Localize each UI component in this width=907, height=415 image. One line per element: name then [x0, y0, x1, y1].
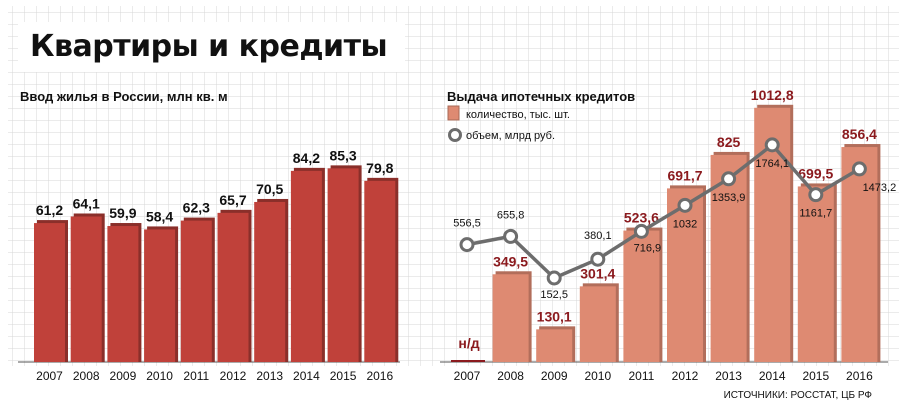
count-value-label: 825 — [717, 134, 741, 150]
housing-bar — [327, 168, 359, 362]
legend-label-volume: объем, млрд руб. — [466, 130, 555, 142]
housing-bar — [34, 223, 65, 362]
volume-point — [677, 197, 693, 213]
x-tick-label: 2011 — [628, 369, 654, 383]
housing-value-label: 58,4 — [146, 208, 173, 224]
housing-value-label: 70,5 — [256, 181, 283, 197]
housing-bar — [70, 216, 102, 362]
volume-value-label: 1764,1 — [755, 158, 789, 170]
volume-value-label: 1473,2 — [863, 182, 897, 194]
housing-bar — [180, 220, 212, 362]
source-note: ИСТОЧНИКИ: РОССТАТ, ЦБ РФ — [724, 390, 873, 401]
count-value-label: 856,4 — [842, 126, 877, 142]
volume-point — [633, 223, 649, 239]
volume-point — [546, 270, 562, 286]
housing-value-label: 62,3 — [183, 200, 210, 216]
volume-value-label: 556,5 — [453, 218, 481, 230]
volume-point — [851, 161, 867, 177]
volume-value-label: 380,1 — [584, 230, 612, 242]
count-value-label: 1012,8 — [751, 87, 794, 103]
volume-point — [764, 137, 780, 153]
x-tick-label: 2014 — [759, 369, 786, 383]
count-bar — [579, 286, 616, 362]
x-tick-label: 2013 — [715, 369, 742, 383]
housing-bar — [107, 226, 139, 362]
x-tick-label: 2010 — [584, 369, 611, 383]
x-tick-label: 2015 — [802, 369, 829, 383]
volume-value-label: 1032 — [673, 218, 697, 230]
count-bar — [536, 329, 573, 362]
count-bar — [797, 186, 834, 362]
volume-value-label: 655,8 — [497, 209, 525, 221]
housing-value-label: 79,8 — [366, 160, 393, 176]
housing-value-label: 84,2 — [293, 150, 320, 166]
housing-bar — [290, 170, 322, 362]
volume-point — [721, 171, 737, 187]
volume-line — [466, 143, 861, 280]
legend-swatch-count — [447, 105, 460, 121]
x-tick-label: 2009 — [110, 369, 137, 383]
count-value-label: 691,7 — [667, 167, 702, 183]
x-tick-label: 2011 — [183, 369, 209, 383]
x-tick-label: 2015 — [330, 369, 357, 383]
x-tick-label: 2008 — [73, 369, 100, 383]
mortgage-chart: Выдача ипотечных кредитов количество, тыс… — [440, 87, 896, 383]
volume-point — [808, 187, 824, 203]
count-value-label: 699,5 — [798, 165, 833, 181]
housing-value-label: 59,9 — [109, 205, 136, 221]
volume-point — [503, 228, 519, 244]
housing-chart: Ввод жилья в России, млн кв. м 61,2 2007 64… — [18, 89, 400, 383]
x-tick-label: 2007 — [454, 369, 481, 383]
count-bar — [492, 274, 529, 362]
count-bar — [710, 154, 747, 362]
x-tick-label: 2012 — [672, 369, 699, 383]
count-value-label: н/д — [458, 335, 479, 351]
count-value-label: 130,1 — [537, 308, 572, 324]
volume-point — [459, 237, 475, 253]
x-tick-label: 2008 — [497, 369, 524, 383]
volume-value-label: 152,5 — [540, 289, 568, 301]
chart-title-housing: Ввод жилья в России, млн кв. м — [20, 89, 228, 104]
volume-value-label: 716,9 — [634, 242, 662, 254]
count-bar — [667, 188, 703, 362]
count-bar — [841, 147, 878, 362]
housing-value-label: 64,1 — [73, 195, 100, 211]
count-value-label: 301,4 — [580, 265, 615, 281]
x-tick-label: 2010 — [146, 369, 173, 383]
housing-value-label: 85,3 — [329, 147, 356, 163]
x-tick-label: 2016 — [366, 369, 393, 383]
volume-value-label: 1353,9 — [712, 192, 746, 204]
x-tick-label: 2009 — [541, 369, 568, 383]
x-tick-label: 2014 — [293, 369, 320, 383]
housing-bar — [364, 180, 396, 362]
x-tick-label: 2007 — [36, 369, 63, 383]
housing-bar — [254, 201, 286, 362]
volume-value-label: 1161,7 — [799, 208, 832, 220]
title-bar: Квартиры и кредиты — [18, 22, 406, 72]
housing-value-label: 65,7 — [219, 192, 246, 208]
legend-marker-volume — [448, 128, 462, 142]
legend-label-count: количество, тыс. шт. — [466, 109, 570, 121]
housing-bar — [144, 229, 176, 362]
housing-value-label: 61,2 — [36, 202, 63, 218]
count-value-label: 523,6 — [624, 210, 659, 226]
x-tick-label: 2013 — [256, 369, 283, 383]
volume-point — [590, 251, 606, 267]
count-value-label: 349,5 — [493, 253, 528, 269]
page-title: Квартиры и кредиты — [30, 29, 388, 64]
chart-title-mortgage: Выдача ипотечных кредитов — [447, 89, 635, 104]
count-bar — [623, 230, 660, 362]
x-tick-label: 2012 — [220, 369, 247, 383]
housing-bar — [217, 212, 249, 362]
x-tick-label: 2016 — [846, 369, 873, 383]
